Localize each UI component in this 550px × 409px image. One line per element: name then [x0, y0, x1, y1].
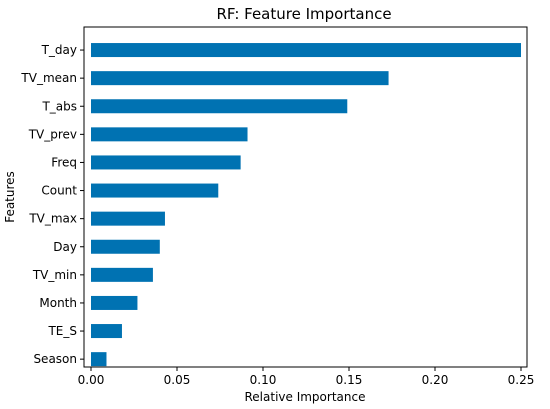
- y-axis-ticks: T_day TV_mean T_abs TV_prev Freq Count TV_max D…: [20, 43, 84, 366]
- y-tick-label: TE_S: [47, 324, 77, 338]
- y-tick-label: TV_prev: [28, 127, 77, 141]
- bar-season: [91, 352, 107, 367]
- y-tick-label: Season: [33, 352, 77, 366]
- y-tick-label: Month: [39, 296, 77, 310]
- bars-group: [91, 43, 521, 367]
- bar-t-day: [91, 43, 521, 58]
- y-tick-label: Freq: [51, 155, 77, 169]
- y-tick-label: Count: [41, 184, 77, 198]
- y-tick-label: T_day: [41, 43, 77, 57]
- bar-count: [91, 183, 219, 198]
- x-tick-label: 0.10: [250, 373, 277, 387]
- x-axis-label: Relative Importance: [245, 390, 366, 404]
- y-tick-label: TV_min: [32, 268, 77, 282]
- plot-frame: [83, 26, 528, 368]
- x-axis-ticks: 0.00 0.05 0.10 0.15 0.20 0.25: [78, 367, 535, 387]
- x-tick-label: 0.00: [78, 373, 105, 387]
- bar-month: [91, 295, 138, 310]
- x-tick-label: 0.25: [508, 373, 535, 387]
- x-tick-label: 0.20: [422, 373, 449, 387]
- y-tick-label: TV_max: [28, 212, 77, 226]
- bar-tv-mean: [91, 71, 389, 86]
- y-tick-label: TV_mean: [20, 71, 77, 85]
- y-tick-label: Day: [53, 240, 77, 254]
- bar-freq: [91, 155, 241, 170]
- y-axis-label: Features: [3, 171, 17, 223]
- bar-tv-min: [91, 267, 153, 282]
- y-tick-label: T_abs: [41, 99, 77, 113]
- bar-day: [91, 239, 160, 254]
- x-tick-label: 0.05: [164, 373, 191, 387]
- bar-tv-max: [91, 211, 165, 226]
- x-tick-label: 0.15: [336, 373, 363, 387]
- bar-t-abs: [91, 99, 348, 114]
- chart-title: RF: Feature Importance: [216, 5, 391, 23]
- bar-te-s: [91, 324, 122, 339]
- bar-tv-prev: [91, 127, 248, 142]
